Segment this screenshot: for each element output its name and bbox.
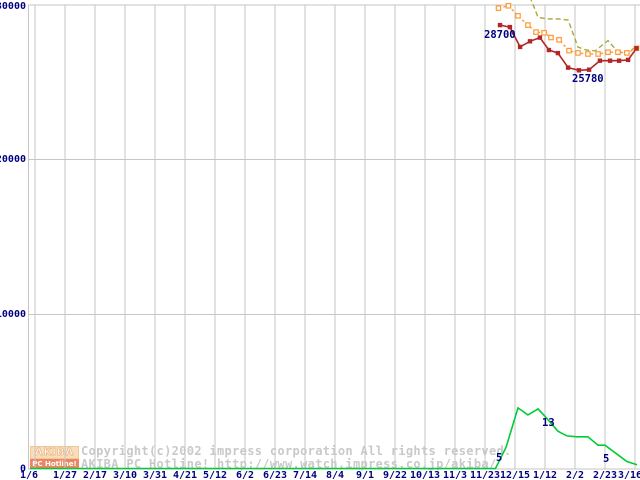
series-red-marker: [616, 58, 622, 63]
x-axis-label: 11/3: [443, 470, 467, 480]
x-axis-label: 2/23: [593, 470, 617, 480]
x-axis-label: 4/21: [173, 470, 197, 480]
series-orange-marker: [585, 51, 591, 57]
series-orange-marker: [624, 50, 630, 56]
series-orange-marker: [566, 47, 572, 54]
akiba-pc-hotline-logo: AKIBA PC Hotline!: [30, 446, 79, 469]
x-axis-label: 2/2: [566, 470, 584, 480]
series-orange-line: [498, 5, 637, 55]
series-orange-marker: [595, 51, 601, 57]
x-axis-label: 10/13: [410, 470, 440, 480]
series-red-marker: [537, 35, 543, 40]
annotation-label: 25780: [572, 73, 604, 85]
x-axis-label: 3/31: [143, 470, 167, 480]
series-orange-marker: [541, 30, 547, 36]
x-axis-label: 6/2: [236, 470, 254, 480]
series-orange-marker: [515, 13, 521, 19]
x-axis-label: 9/1: [356, 470, 374, 480]
series-red-marker: [527, 39, 533, 44]
annotation-label: 5: [603, 453, 609, 465]
series-red-marker: [625, 57, 631, 63]
x-axis-label: 9/22: [383, 470, 407, 480]
x-axis-label: 5/12: [203, 470, 227, 480]
annotation-label: 28700: [484, 29, 516, 41]
x-axis-label: 7/14: [293, 470, 317, 480]
series-red-marker: [607, 58, 613, 63]
y-axis-label: 20000: [0, 154, 26, 165]
series-red-marker: [586, 67, 592, 72]
series-orange-marker: [525, 22, 531, 28]
series-red-marker: [517, 44, 523, 50]
x-axis-label: 6/23: [263, 470, 287, 480]
y-axis-label: 10000: [0, 309, 26, 320]
logo-akiba-text: AKIBA: [30, 446, 79, 459]
series-red-marker: [546, 47, 552, 53]
x-axis-label: 1/6: [20, 470, 38, 480]
copyright-line: Copyright(c)2002 impress corporation All…: [81, 444, 512, 458]
series-olive-line: [530, 0, 637, 53]
series-orange-marker: [575, 50, 581, 56]
y-axis-label: 0: [20, 464, 26, 475]
series-orange-marker: [548, 34, 554, 41]
x-axis-label: 12/15: [500, 470, 530, 480]
series-orange-marker: [605, 49, 611, 56]
x-axis-label: 11/23: [470, 470, 500, 480]
series-orange-marker: [615, 49, 621, 56]
series-orange-marker: [495, 5, 502, 11]
x-axis-label: 3/16: [618, 470, 640, 480]
series-red-marker: [597, 58, 603, 63]
annotation-label: 5: [496, 452, 502, 464]
logo-pc-hotline-text: PC Hotline!: [30, 459, 79, 469]
x-axis-label: 1/12: [533, 470, 557, 480]
series-red-marker: [576, 68, 582, 73]
series-red-marker: [497, 22, 503, 28]
series-red-marker: [565, 65, 571, 70]
series-orange-marker: [533, 29, 539, 35]
series-red-marker: [555, 50, 561, 56]
y-axis-label: 30000: [0, 1, 26, 12]
series-red-marker: [634, 46, 639, 51]
series-orange-marker: [505, 2, 512, 9]
x-axis-label: 1/27: [53, 470, 77, 480]
annotation-label: 13: [542, 417, 555, 429]
series-red-marker: [507, 24, 513, 30]
series-orange-marker: [556, 36, 562, 43]
series-green-line: [29, 406, 638, 470]
x-axis-label: 2/17: [83, 470, 107, 480]
x-axis-label: 3/10: [113, 470, 137, 480]
x-axis-label: 8/4: [326, 470, 344, 480]
